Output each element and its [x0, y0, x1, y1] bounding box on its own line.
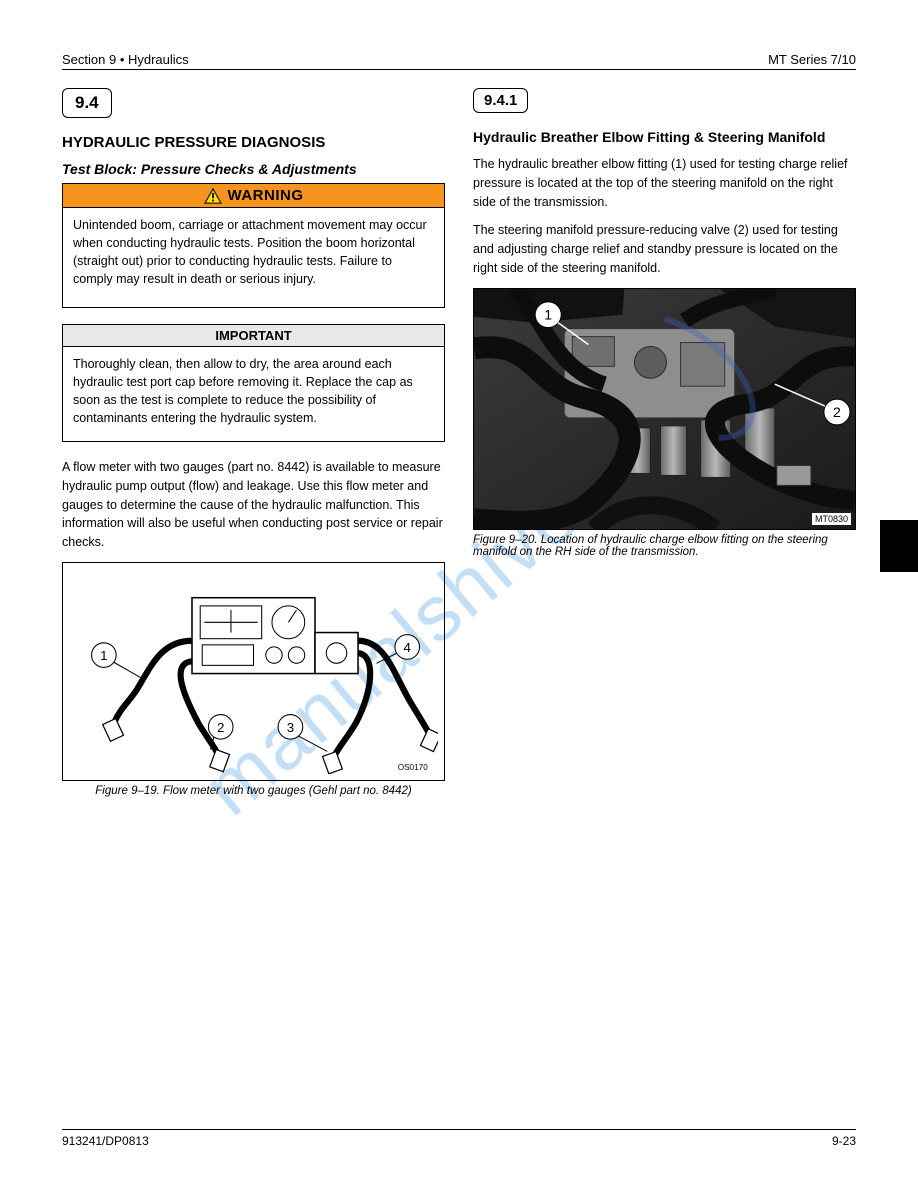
figure-2-photo: 1 2 MT0830 — [473, 288, 856, 530]
fig1-label-4: 4 — [404, 640, 412, 655]
page: Section 9 • Hydraulics MT Series 7/10 9.… — [0, 0, 918, 1188]
block-subtitle: Test Block: Pressure Checks & Adjustment… — [62, 161, 445, 177]
important-body: Thoroughly clean, then allow to dry, the… — [63, 347, 444, 442]
subsection-title: Hydraulic Breather Elbow Fitting & Steer… — [473, 129, 856, 145]
header-manual: MT Series 7/10 — [768, 52, 856, 67]
warning-label: WARNING — [228, 187, 304, 204]
warning-header: WARNING — [63, 184, 444, 208]
important-box: IMPORTANT Thoroughly clean, then allow t… — [62, 324, 445, 443]
left-paragraph: A flow meter with two gauges (part no. 8… — [62, 458, 445, 552]
header-section: Section 9 • Hydraulics — [62, 52, 189, 67]
header-rule — [62, 69, 856, 70]
section-tab — [880, 520, 918, 572]
figure-2-caption: Figure 9–20. Location of hydraulic charg… — [473, 534, 856, 558]
fig2-label-1: 1 — [544, 306, 552, 322]
fig1-label-1: 1 — [100, 648, 107, 663]
right-paragraph-1: The hydraulic breather elbow fitting (1)… — [473, 155, 856, 211]
fig2-label-2: 2 — [833, 404, 841, 420]
figure-1-frame: 1 4 2 3 OS0170 — [62, 562, 445, 781]
fig1-id: OS0170 — [398, 763, 428, 772]
fig1-label-3: 3 — [287, 720, 294, 735]
footer-rule — [62, 1129, 856, 1130]
left-column: 9.4 HYDRAULIC PRESSURE DIAGNOSIS Test Bl… — [62, 88, 445, 817]
footer-doc-id: 913241/DP0813 — [62, 1134, 149, 1148]
subsection-number-box: 9.4.1 — [473, 88, 528, 113]
warning-triangle-icon — [204, 188, 222, 204]
page-footer: 913241/DP0813 9-23 — [62, 1121, 856, 1148]
warning-body: Unintended boom, carriage or attachment … — [63, 208, 444, 307]
right-column: 9.4.1 Hydraulic Breather Elbow Fitting &… — [473, 88, 856, 817]
figure-1-illustration: 1 4 2 3 OS0170 — [69, 569, 438, 774]
right-paragraph-2: The steering manifold pressure-reducing … — [473, 221, 856, 277]
columns: 9.4 HYDRAULIC PRESSURE DIAGNOSIS Test Bl… — [62, 88, 856, 817]
important-header: IMPORTANT — [63, 325, 444, 347]
warning-box: WARNING Unintended boom, carriage or att… — [62, 183, 445, 308]
figure-2-id: MT0830 — [812, 513, 851, 525]
section-number-box: 9.4 — [62, 88, 112, 118]
figure-2-illustration: 1 2 — [474, 289, 855, 529]
fig1-label-2: 2 — [217, 720, 224, 735]
page-header: Section 9 • Hydraulics MT Series 7/10 — [62, 52, 856, 67]
footer-page-number: 9-23 — [832, 1134, 856, 1148]
section-title: HYDRAULIC PRESSURE DIAGNOSIS — [62, 134, 445, 151]
figure-1-caption: Figure 9–19. Flow meter with two gauges … — [62, 785, 445, 797]
